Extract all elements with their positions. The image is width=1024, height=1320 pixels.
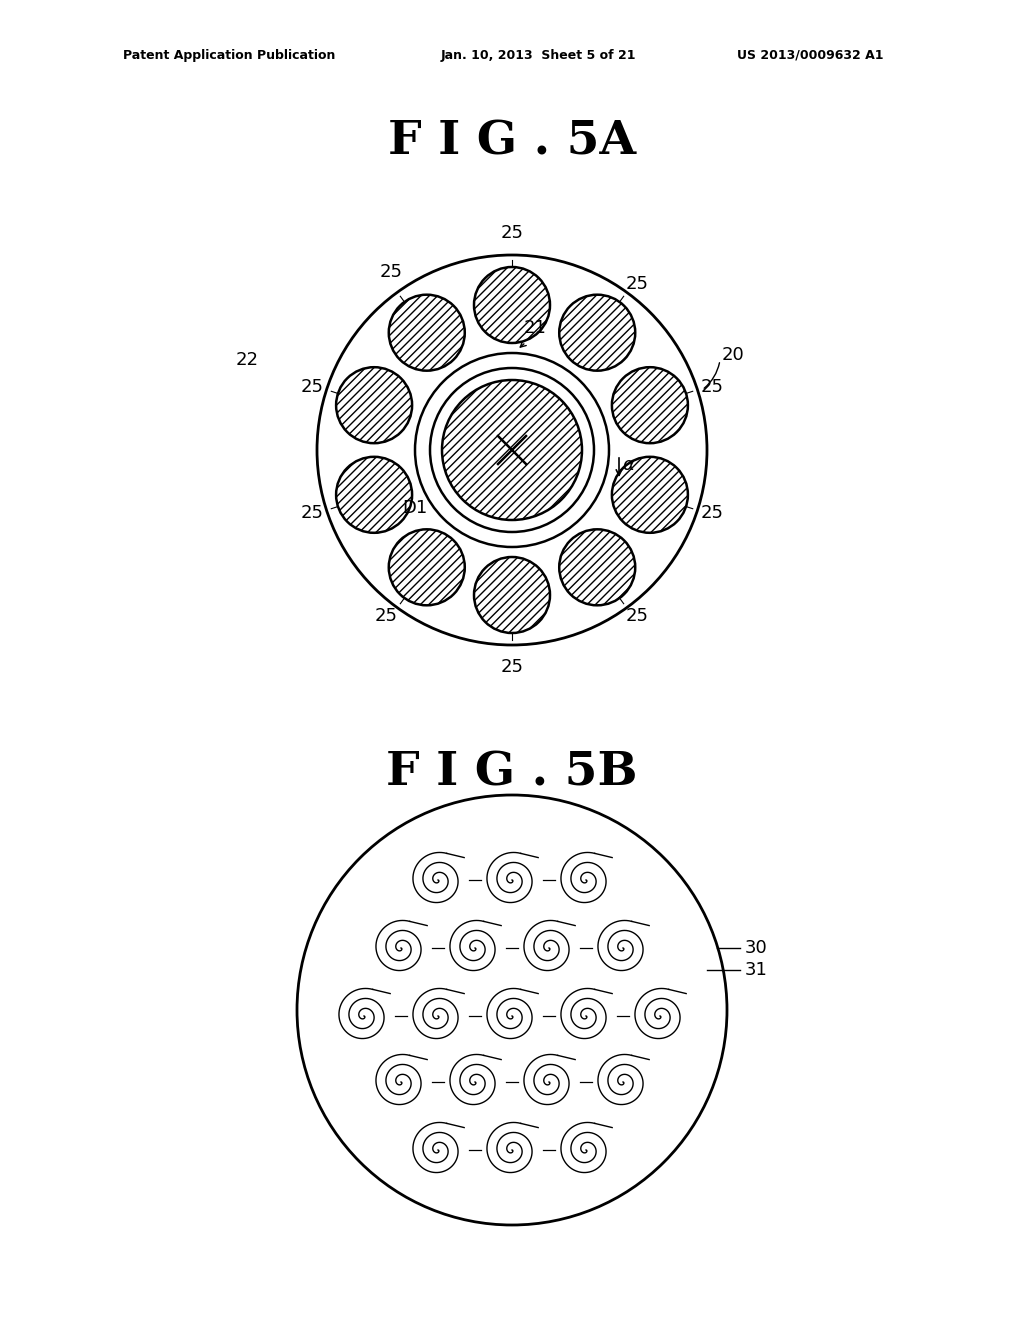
Text: 20: 20 xyxy=(722,346,744,364)
Text: Patent Application Publication: Patent Application Publication xyxy=(123,49,335,62)
Text: 25: 25 xyxy=(501,224,523,242)
Circle shape xyxy=(612,457,688,533)
Circle shape xyxy=(442,380,582,520)
Circle shape xyxy=(389,529,465,606)
Text: 31: 31 xyxy=(745,961,768,979)
Text: 25: 25 xyxy=(300,378,324,396)
Text: 30: 30 xyxy=(745,939,768,957)
Text: D1: D1 xyxy=(402,499,427,517)
Text: 25: 25 xyxy=(300,504,324,523)
Text: US 2013/0009632 A1: US 2013/0009632 A1 xyxy=(737,49,884,62)
Text: Jan. 10, 2013  Sheet 5 of 21: Jan. 10, 2013 Sheet 5 of 21 xyxy=(440,49,636,62)
Circle shape xyxy=(389,294,465,371)
Circle shape xyxy=(559,294,635,371)
Text: 25: 25 xyxy=(501,657,523,676)
Text: 21: 21 xyxy=(524,319,547,337)
Circle shape xyxy=(474,267,550,343)
Text: 25: 25 xyxy=(700,378,724,396)
Circle shape xyxy=(336,457,412,533)
Circle shape xyxy=(336,367,412,444)
Text: F I G . 5A: F I G . 5A xyxy=(388,119,636,164)
Text: 25: 25 xyxy=(626,607,649,624)
Text: 25: 25 xyxy=(626,275,649,293)
Text: 25: 25 xyxy=(375,607,398,624)
Text: 22: 22 xyxy=(236,351,258,370)
Circle shape xyxy=(559,529,635,606)
Text: 25: 25 xyxy=(700,504,724,523)
Text: 25: 25 xyxy=(380,263,403,281)
Text: $\alpha$: $\alpha$ xyxy=(622,455,636,474)
Text: F I G . 5B: F I G . 5B xyxy=(386,750,638,795)
Circle shape xyxy=(612,367,688,444)
Circle shape xyxy=(474,557,550,634)
